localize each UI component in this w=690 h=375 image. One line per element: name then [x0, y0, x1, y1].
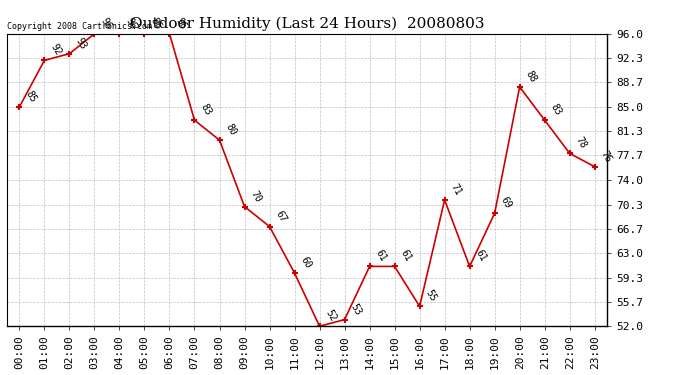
Text: 88: 88 [524, 69, 538, 84]
Text: 96: 96 [99, 16, 113, 31]
Text: 61: 61 [474, 249, 489, 264]
Text: 96: 96 [124, 16, 138, 31]
Text: Copyright 2008 Cartronics.com: Copyright 2008 Cartronics.com [7, 22, 152, 31]
Text: 52: 52 [324, 308, 338, 324]
Text: 96: 96 [174, 16, 188, 31]
Text: 69: 69 [499, 195, 513, 210]
Text: 76: 76 [599, 149, 613, 164]
Text: 53: 53 [348, 302, 363, 317]
Text: 71: 71 [448, 182, 463, 197]
Text: 80: 80 [224, 122, 238, 137]
Text: 70: 70 [248, 189, 263, 204]
Text: 83: 83 [199, 102, 213, 117]
Text: 61: 61 [399, 249, 413, 264]
Text: 85: 85 [23, 89, 38, 104]
Text: 92: 92 [48, 42, 63, 58]
Text: 83: 83 [549, 102, 563, 117]
Text: 93: 93 [74, 36, 88, 51]
Title: Outdoor Humidity (Last 24 Hours)  20080803: Outdoor Humidity (Last 24 Hours) 2008080… [130, 17, 484, 31]
Text: 78: 78 [574, 135, 589, 151]
Text: 61: 61 [374, 249, 388, 264]
Text: 60: 60 [299, 255, 313, 270]
Text: 67: 67 [274, 209, 288, 224]
Text: 96: 96 [148, 16, 163, 31]
Text: 55: 55 [424, 288, 438, 303]
